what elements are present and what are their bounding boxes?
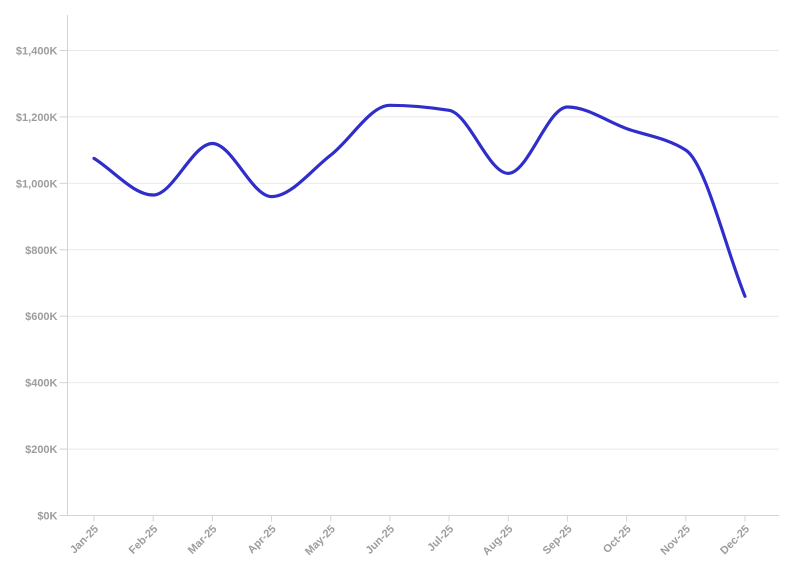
y-axis-label: $600K bbox=[25, 311, 57, 323]
y-axis-label: $0K bbox=[37, 511, 57, 523]
x-axis-label: Aug-25 bbox=[481, 523, 516, 558]
x-axis-label: May-25 bbox=[303, 523, 338, 558]
x-axis-label: Jun-25 bbox=[363, 523, 397, 557]
x-axis-label: Apr-25 bbox=[246, 523, 279, 556]
y-axis-label: $800K bbox=[25, 245, 57, 257]
y-axis-label: $200K bbox=[25, 444, 57, 456]
y-axis-label: $1,000K bbox=[16, 178, 58, 190]
x-axis-label: Jan-25 bbox=[68, 523, 101, 556]
y-axis-label: $1,200K bbox=[16, 112, 58, 124]
x-axis-label: Jul-25 bbox=[425, 523, 456, 554]
x-axis-label: Oct-25 bbox=[601, 523, 634, 556]
y-axis-label: $1,400K bbox=[16, 46, 58, 58]
x-axis-label: Feb-25 bbox=[127, 523, 161, 557]
data-line-series bbox=[92, 103, 747, 298]
x-axis-label: Dec-25 bbox=[718, 523, 752, 557]
y-axis-label: $400K bbox=[25, 378, 57, 390]
x-axis-label: Sep-25 bbox=[541, 523, 575, 557]
x-axis-label: Nov-25 bbox=[659, 523, 693, 557]
x-axis-label: Mar-25 bbox=[186, 523, 220, 557]
